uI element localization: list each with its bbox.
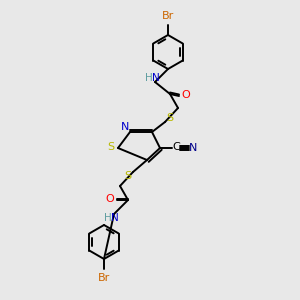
Text: N: N — [189, 143, 197, 153]
Text: O: O — [182, 90, 190, 100]
Text: Br: Br — [98, 273, 110, 283]
Text: N: N — [111, 213, 119, 223]
Text: O: O — [106, 194, 114, 204]
Text: Br: Br — [162, 11, 174, 21]
Text: H: H — [145, 73, 153, 83]
Text: S: S — [107, 142, 115, 152]
Text: N: N — [121, 122, 129, 132]
Text: S: S — [167, 113, 174, 123]
Text: C: C — [172, 142, 180, 152]
Text: N: N — [152, 73, 160, 83]
Text: S: S — [124, 171, 132, 181]
Text: H: H — [104, 213, 112, 223]
